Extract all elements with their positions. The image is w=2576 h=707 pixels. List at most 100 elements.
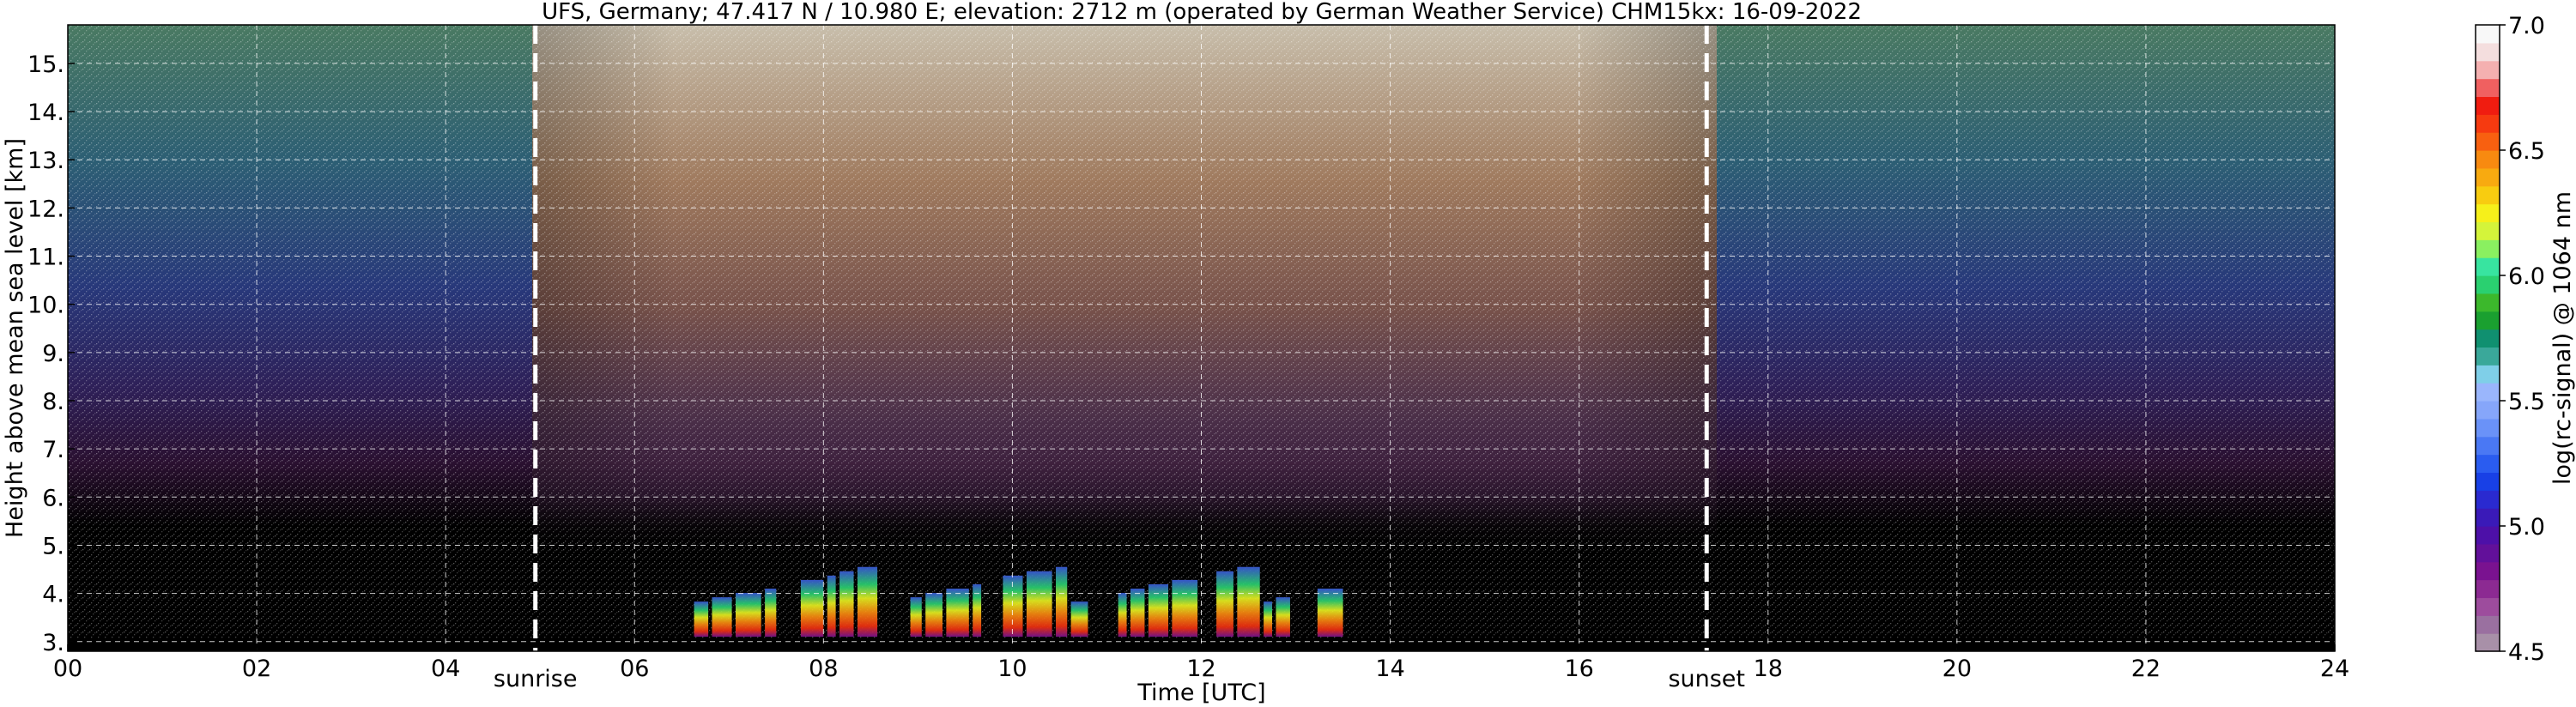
colorbar-swatch [2476,42,2500,62]
sunset-label: sunset [1668,666,1745,692]
y-tick-label: 11. [27,245,64,271]
colorbar-swatch [2476,275,2500,294]
x-tick-label: 06 [620,656,649,682]
aerosol-column [1216,571,1233,638]
colorbar-swatch [2476,561,2500,581]
y-tick-label: 5. [42,533,64,559]
aerosol-column [1317,589,1343,638]
colorbar-swatch [2476,436,2500,456]
aerosol-column [1172,579,1198,638]
x-tick-label: 02 [242,656,271,682]
y-tick-label: 6. [42,485,64,511]
aerosol-column [827,575,836,638]
colorbar-swatch [2476,597,2500,616]
colorbar-swatch [2476,633,2500,652]
x-tick-label: 04 [431,656,460,682]
aerosol-column [1056,566,1068,638]
colorbar-swatch [2476,96,2500,115]
aerosol-column [1026,571,1052,638]
aerosol-column [1276,597,1290,638]
aerosol-column [694,601,709,638]
colorbar-frame [2475,24,2500,652]
x-tick-label: 00 [53,656,82,682]
aerosol-column [839,571,854,638]
x-tick-label: 10 [997,656,1027,682]
x-tick-label: 18 [1754,656,1783,682]
colorbar-swatch [2476,150,2500,169]
aerosol-column [765,589,777,638]
y-axis-ticks: 3. 4. 5. 6. 7. 8. 9. 10. 11. 12. 13. 14. 15. [27,51,75,656]
event-lines: sunrise sunset [494,25,1745,692]
x-tick-label: 20 [1943,656,1972,682]
colorbar-swatch [2476,185,2500,205]
aerosol-column [946,589,969,638]
y-axis-label: Height above mean sea level [km] [2,138,28,538]
x-tick-label: 08 [809,656,838,682]
colorbar-swatch [2476,508,2500,527]
aerosol-column [1237,566,1260,638]
colorbar-swatch [2476,132,2500,151]
y-tick-label: 3. [42,630,64,656]
x-tick-label: 14 [1375,656,1404,682]
colorbar-swatch [2476,203,2500,223]
aerosol-column [1118,593,1127,638]
colorbar-swatch [2476,526,2500,545]
colorbar-swatch [2476,383,2500,402]
aerosol-column [712,597,732,638]
aerosol-column [910,597,922,638]
y-tick-label: 12. [27,196,64,222]
colorbar-tick-label: 5.5 [2508,389,2545,415]
colorbar-swatch [2476,239,2500,258]
aerosol-column [1070,601,1088,638]
colorbar-swatch [2476,490,2500,509]
colorbar-swatch [2476,293,2500,312]
x-tick-label: 22 [2131,656,2161,682]
x-tick-label: 16 [1564,656,1593,682]
colorbar-swatch [2476,329,2500,348]
aerosol-column [1264,601,1273,638]
y-tick-label: 8. [42,389,64,415]
aerosol-column [1148,583,1168,638]
colorbar-tick-label: 4.5 [2508,639,2545,666]
colorbar-swatch [2476,543,2500,563]
aerosol-column [1003,575,1023,638]
colorbar-label: log(rc-signal) @ 1064 nm [2549,191,2576,485]
y-tick-label: 7. [42,437,64,463]
y-tick-label: 15. [27,51,64,78]
colorbar-swatch [2476,25,2500,44]
y-tick-label: 13. [27,148,64,174]
x-tick-label: 24 [2320,656,2349,682]
colorbar-swatch [2476,579,2500,599]
chart-title: UFS, Germany; 47.417 N / 10.980 E; eleva… [542,0,1862,25]
colorbar-swatch [2476,114,2500,133]
aerosol-column [735,593,761,638]
y-tick-label: 14. [27,100,64,126]
x-axis-label: Time [UTC] [1136,680,1265,706]
colorbar-swatch [2476,454,2500,474]
aerosol-column [857,566,878,638]
colorbar-swatch [2476,167,2500,187]
aerosol-column [925,593,943,638]
colorbar [2476,25,2500,652]
colorbar-swatch [2476,401,2500,420]
colorbar-swatch [2476,78,2500,98]
x-axis-ticks: 00 02 04 06 08 10 12 14 16 18 20 22 24 [53,644,2349,682]
colorbar-swatch [2476,418,2500,438]
colorbar-swatch [2476,365,2500,384]
colorbar-ticks: 4.5 5.0 5.5 6.0 6.5 7.0 [2500,13,2545,666]
aerosol-column [973,583,982,638]
y-tick-label: 4. [42,582,64,608]
aerosol-layer [694,566,1343,638]
colorbar-tick-label: 7.0 [2508,13,2545,39]
colorbar-swatch [2476,472,2500,491]
sunrise-label: sunrise [494,666,578,692]
colorbar-swatch [2476,60,2500,80]
y-tick-label: 9. [42,341,64,367]
colorbar-swatch [2476,221,2500,240]
colorbar-tick-label: 6.5 [2508,138,2545,165]
colorbar-swatch [2476,257,2500,276]
y-tick-label: 10. [27,293,64,319]
colorbar-tick-label: 5.0 [2508,514,2545,541]
colorbar-swatch [2476,347,2500,366]
